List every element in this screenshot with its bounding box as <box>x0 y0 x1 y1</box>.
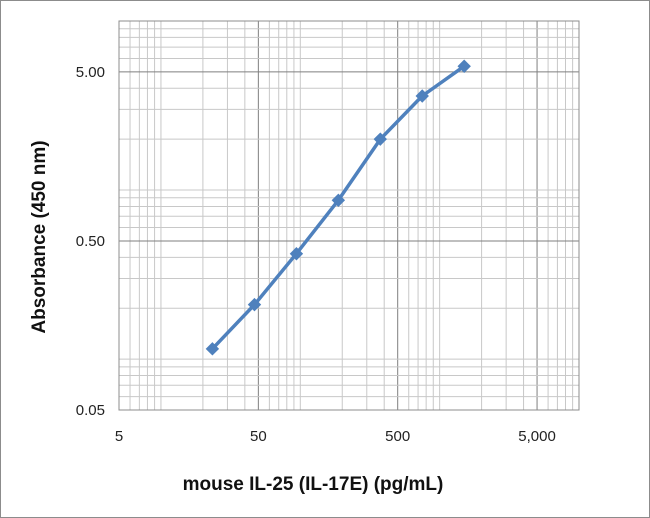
data-point-marker <box>205 342 220 356</box>
x-tick-labels: 5 50 500 5,000 <box>115 428 556 445</box>
data-point-marker <box>289 247 304 261</box>
data-point-marker <box>373 132 387 146</box>
data-point-marker <box>247 297 262 312</box>
x-tick-label: 500 <box>385 428 410 445</box>
data-point-marker <box>415 89 429 103</box>
y-tick-label: 5.00 <box>76 64 105 81</box>
x-axis-title: mouse IL-25 (IL-17E) (pg/mL) <box>183 474 444 495</box>
x-tick-label: 50 <box>250 428 267 445</box>
x-tick-label: 5 <box>115 428 123 445</box>
grid-lines <box>118 20 580 411</box>
data-point-marker <box>457 59 471 73</box>
x-tick-label: 5,000 <box>518 428 556 445</box>
y-axis-title: Absorbance (450 nm) <box>29 140 50 333</box>
y-tick-label: 0.50 <box>76 233 105 250</box>
plot-area-border <box>118 20 580 411</box>
y-tick-labels: 0.05 0.50 5.00 <box>76 64 105 419</box>
y-tick-label: 0.05 <box>76 402 105 419</box>
data-point-marker <box>331 193 346 207</box>
series-markers <box>205 59 471 356</box>
